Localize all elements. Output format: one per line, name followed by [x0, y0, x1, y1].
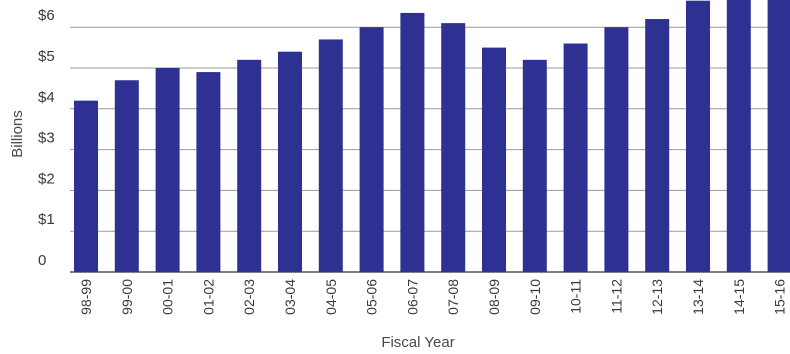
bar	[645, 19, 670, 272]
y-axis-title: Billions	[9, 110, 26, 158]
bar	[237, 59, 262, 273]
x-tick-label: 05-06	[364, 279, 380, 315]
bar	[196, 72, 221, 272]
y-tick-label: $2	[38, 170, 55, 187]
y-tick-label: $6	[38, 7, 55, 24]
x-tick-label: 14-15	[731, 279, 747, 315]
x-tick-label: 01-02	[200, 279, 216, 315]
y-tick-label: $1	[38, 211, 55, 228]
bar	[686, 0, 710, 273]
bar	[278, 51, 302, 273]
x-tick-label: 10-11	[568, 279, 584, 314]
bar	[604, 27, 629, 273]
x-tick-label: 03-04	[282, 279, 298, 315]
y-tick-labels: 0 $1 $2 $3 $4 $5 $6	[38, 7, 55, 269]
bar	[726, 0, 751, 272]
y-tick-label: $5	[38, 48, 55, 65]
x-tick-label: 98-99	[78, 279, 94, 315]
bar	[114, 80, 139, 273]
y-tick-label: 0	[38, 252, 46, 269]
x-tick-labels: 98-99 99-00 00-01 01-02 02-03 03-04 04-05 05-06…	[78, 279, 788, 315]
bar	[74, 100, 98, 272]
y-tick-label: $3	[38, 130, 55, 147]
bar	[441, 23, 466, 273]
x-tick-label: 11-12	[608, 279, 624, 314]
x-tick-label: 13-14	[690, 279, 706, 315]
bar	[359, 27, 384, 273]
x-axis-title: Fiscal Year	[381, 334, 454, 351]
y-tick-label: $4	[38, 89, 55, 106]
x-tick-label: 08-09	[486, 279, 502, 315]
x-tick-label: 07-08	[445, 279, 461, 315]
bar	[482, 47, 506, 272]
x-tick-label: 02-03	[241, 279, 257, 315]
x-tick-label: 15-16	[772, 279, 788, 315]
x-tick-label: 00-01	[160, 279, 176, 315]
x-tick-label: 04-05	[323, 279, 339, 315]
bar	[155, 68, 180, 272]
bar	[318, 39, 343, 272]
x-tick-label: 06-07	[404, 279, 420, 315]
bar	[767, 0, 790, 272]
bar	[400, 12, 425, 272]
bars	[74, 0, 790, 273]
x-tick-label: 99-00	[119, 279, 135, 315]
grid-lines	[70, 26, 790, 273]
bar	[563, 43, 588, 272]
x-tick-label: 09-10	[527, 279, 543, 315]
bar	[522, 59, 547, 273]
x-tick-label: 12-13	[649, 279, 665, 315]
